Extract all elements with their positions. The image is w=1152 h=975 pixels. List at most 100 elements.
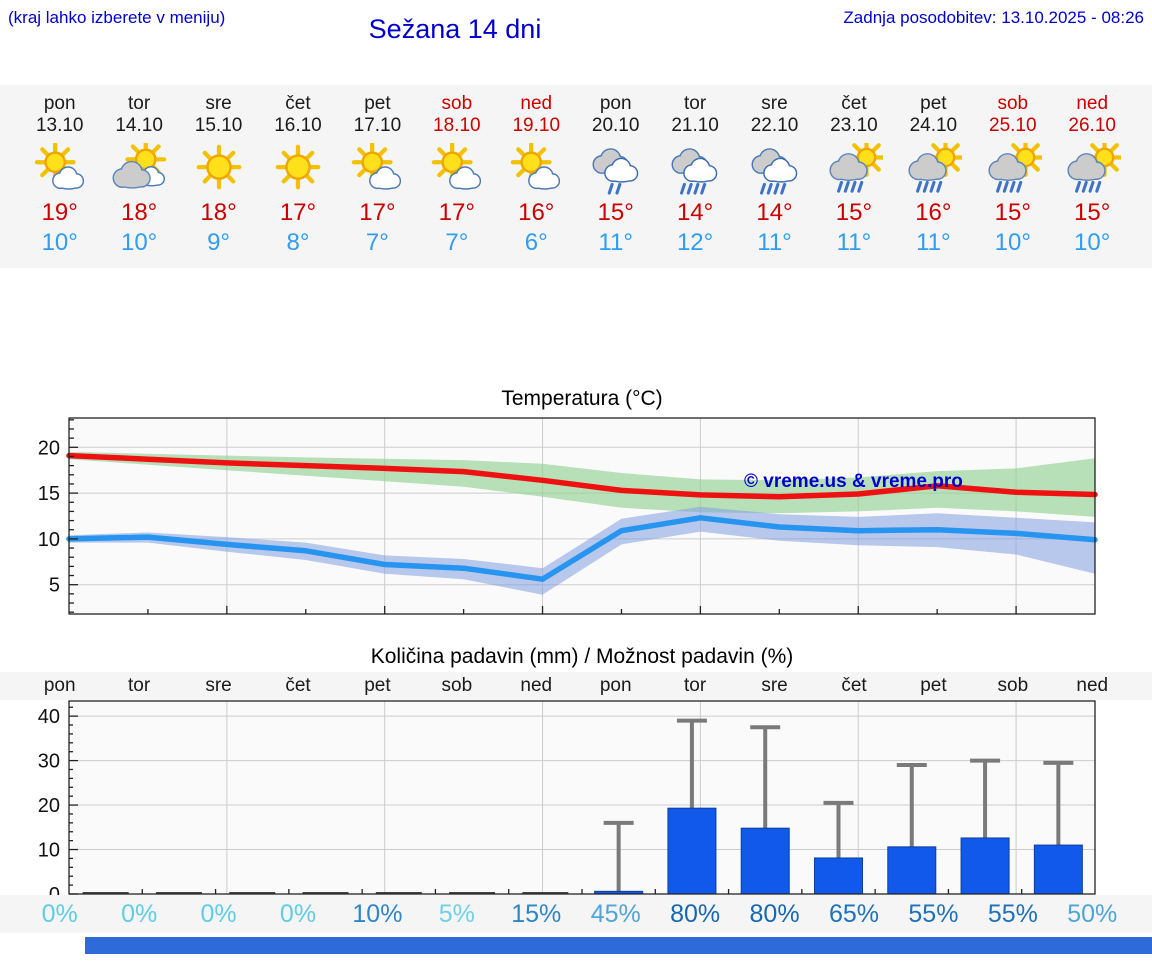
day-name: sob xyxy=(997,93,1029,114)
day-column: čet 23.10 15° 11° xyxy=(814,85,893,268)
day-high-temp: 19° xyxy=(41,199,78,226)
cloud-shape xyxy=(112,160,151,189)
svg-text:20: 20 xyxy=(38,795,60,817)
sun-rain-icon xyxy=(1063,137,1125,195)
day-low-temp: 11° xyxy=(836,229,872,256)
precip-y-axis-labels: 0 10 20 30 40 xyxy=(38,706,60,900)
precip-probability-label: 55% xyxy=(987,900,1038,928)
day-date: 15.10 xyxy=(194,115,243,136)
sun-small-cloud-icon xyxy=(31,141,89,195)
temp-line-min-temperature xyxy=(66,515,1098,582)
cloud-shape xyxy=(762,157,797,183)
temp-plot-frame xyxy=(68,417,1096,615)
day-low-temp: 10° xyxy=(994,229,1031,256)
temp-line-max-temperature xyxy=(66,452,1098,500)
day-column: sob 25.10 15° 10° xyxy=(973,85,1052,268)
day-low-temp: 8° xyxy=(286,229,310,256)
day-name: čet xyxy=(285,93,311,114)
rain-icon xyxy=(666,143,724,195)
precip-probability-label: 15% xyxy=(511,900,562,928)
temp-axis-ticks xyxy=(69,419,1017,614)
last-update-timestamp: Zadnja posodobitev: 13.10.2025 - 08:26 xyxy=(843,8,1144,27)
day-name: sre xyxy=(761,93,788,114)
sun-shape xyxy=(275,144,321,190)
day-date: 20.10 xyxy=(591,115,640,136)
day-high-temp: 16° xyxy=(915,199,952,226)
day-column: pet 24.10 16° 11° xyxy=(894,85,973,268)
day-low-temp: 12° xyxy=(676,229,714,256)
day-date: 17.10 xyxy=(353,115,402,136)
svg-text:30: 30 xyxy=(38,751,60,773)
day-date: 14.10 xyxy=(115,115,163,136)
day-column: čet 16.10 17° 8° xyxy=(258,85,337,268)
day-high-temp: 15° xyxy=(1074,199,1111,226)
precip-bar xyxy=(887,846,937,895)
precip-gridlines xyxy=(69,701,1095,894)
cloud-shape xyxy=(51,166,84,190)
precip-day-label: sre xyxy=(761,675,788,696)
page-title: Sežana 14 dni xyxy=(368,14,542,44)
svg-text:40: 40 xyxy=(38,706,60,728)
temperature-chart: © vreme.us & vreme.pro 5 10 15 20 xyxy=(38,417,1098,615)
cloud-shape xyxy=(683,157,718,183)
precip-day-label: sob xyxy=(441,675,473,696)
rain-drops xyxy=(607,182,622,195)
day-high-temp: 15° xyxy=(835,199,873,226)
day-high-temp: 17° xyxy=(359,199,396,226)
day-low-temp: 10° xyxy=(120,229,158,256)
precip-probability-label: 65% xyxy=(828,900,880,928)
day-name: pon xyxy=(43,93,76,114)
precip-whisker xyxy=(603,820,634,894)
cloud-shape xyxy=(988,153,1027,181)
precip-axis-ticks xyxy=(69,706,1023,895)
precip-probability-label: 0% xyxy=(121,900,158,928)
rain-drops xyxy=(836,180,864,193)
day-date: 22.10 xyxy=(750,115,799,136)
rain-drops xyxy=(916,180,943,193)
precip-probability-label: 0% xyxy=(279,900,317,928)
day-high-temp: 15° xyxy=(597,199,634,226)
day-high-temp: 14° xyxy=(676,199,714,226)
precip-day-label: ned xyxy=(1076,675,1109,696)
temperature-chart-title: Temperatura (°C) xyxy=(501,387,663,410)
precip-day-label: tor xyxy=(684,675,707,696)
day-low-temp: 7° xyxy=(445,229,469,256)
rain-drops xyxy=(680,182,707,195)
day-column: ned 19.10 16° 6° xyxy=(497,85,576,268)
precip-day-label: pet xyxy=(920,675,947,696)
day-column: sre 15.10 18° 9° xyxy=(179,85,258,268)
day-column: pon 20.10 15° 11° xyxy=(576,85,655,268)
day-column: sob 18.10 17° 7° xyxy=(417,85,496,268)
day-low-temp: 11° xyxy=(598,229,633,256)
location-hint: (kraj lahko izberete v meniju) xyxy=(8,8,226,27)
day-low-temp: 11° xyxy=(916,229,951,256)
sun-rain-icon xyxy=(825,137,886,195)
precip-probability-label: 45% xyxy=(590,900,641,928)
rain-drops xyxy=(759,182,786,195)
day-column: tor 21.10 14° 12° xyxy=(655,85,734,268)
cloud-shape xyxy=(829,153,868,181)
temp-y-axis-labels: 5 10 15 20 xyxy=(38,437,60,596)
precip-probability-label: 80% xyxy=(749,900,800,928)
precip-probability-label: 5% xyxy=(438,900,475,928)
precip-day-label-row: pon tor sre čet pet sob ned pon tor sre čet pet sob n… xyxy=(0,672,1152,700)
cloud-shape xyxy=(908,153,948,181)
day-name: sob xyxy=(441,93,473,114)
precipitation-chart-title: Količina padavin (mm) / Možnost padavin … xyxy=(370,645,794,668)
day-column: tor 14.10 18° 10° xyxy=(99,85,178,268)
precip-day-label: pon xyxy=(599,675,632,696)
cloud-shape xyxy=(1067,153,1106,181)
precip-bar xyxy=(740,827,790,895)
svg-text:10: 10 xyxy=(38,840,60,862)
precip-bar xyxy=(960,837,1010,895)
day-high-temp: 18° xyxy=(120,199,158,226)
day-low-temp: 11° xyxy=(757,229,792,256)
day-name: pon xyxy=(599,93,632,114)
day-name: tor xyxy=(683,93,707,114)
sun-rain-icon xyxy=(984,137,1045,195)
day-low-temp: 10° xyxy=(1074,229,1111,256)
day-low-temp: 7° xyxy=(365,229,389,256)
sunny-icon xyxy=(190,143,248,195)
svg-text:15: 15 xyxy=(38,483,60,505)
